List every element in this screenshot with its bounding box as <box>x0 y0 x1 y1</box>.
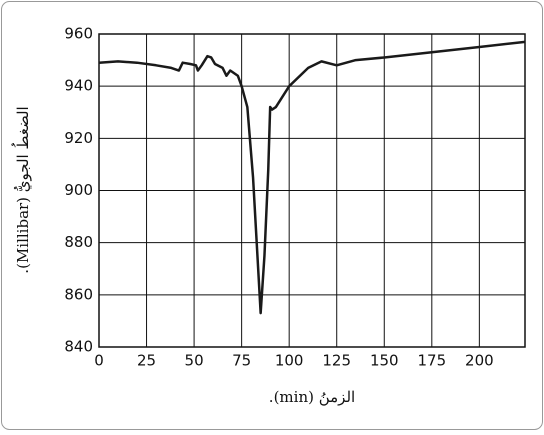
x-tick-label: 200 <box>465 352 494 370</box>
x-tick-label: 75 <box>232 352 251 370</box>
y-axis-label: الضغطُ الجويُّ (Millibar). <box>11 106 32 273</box>
x-tick-label: 100 <box>275 352 304 370</box>
x-tick-label: 150 <box>370 352 399 370</box>
x-tick-label: 50 <box>185 352 204 370</box>
x-tick-label: 175 <box>417 352 446 370</box>
x-tick-label: 125 <box>322 352 351 370</box>
y-tick-label: 880 <box>64 233 93 251</box>
y-tick-label: 960 <box>64 25 93 43</box>
y-tick-label: 940 <box>64 77 93 95</box>
y-tick-label: 920 <box>64 129 93 147</box>
y-tick-label: 900 <box>64 181 93 199</box>
x-tick-label: 0 <box>94 352 104 370</box>
x-tick-label: 25 <box>137 352 156 370</box>
y-tick-label: 860 <box>64 285 93 303</box>
x-axis-label: الزمنُ (min). <box>269 388 355 406</box>
data-line <box>98 40 526 315</box>
y-tick-label: 840 <box>64 338 93 356</box>
